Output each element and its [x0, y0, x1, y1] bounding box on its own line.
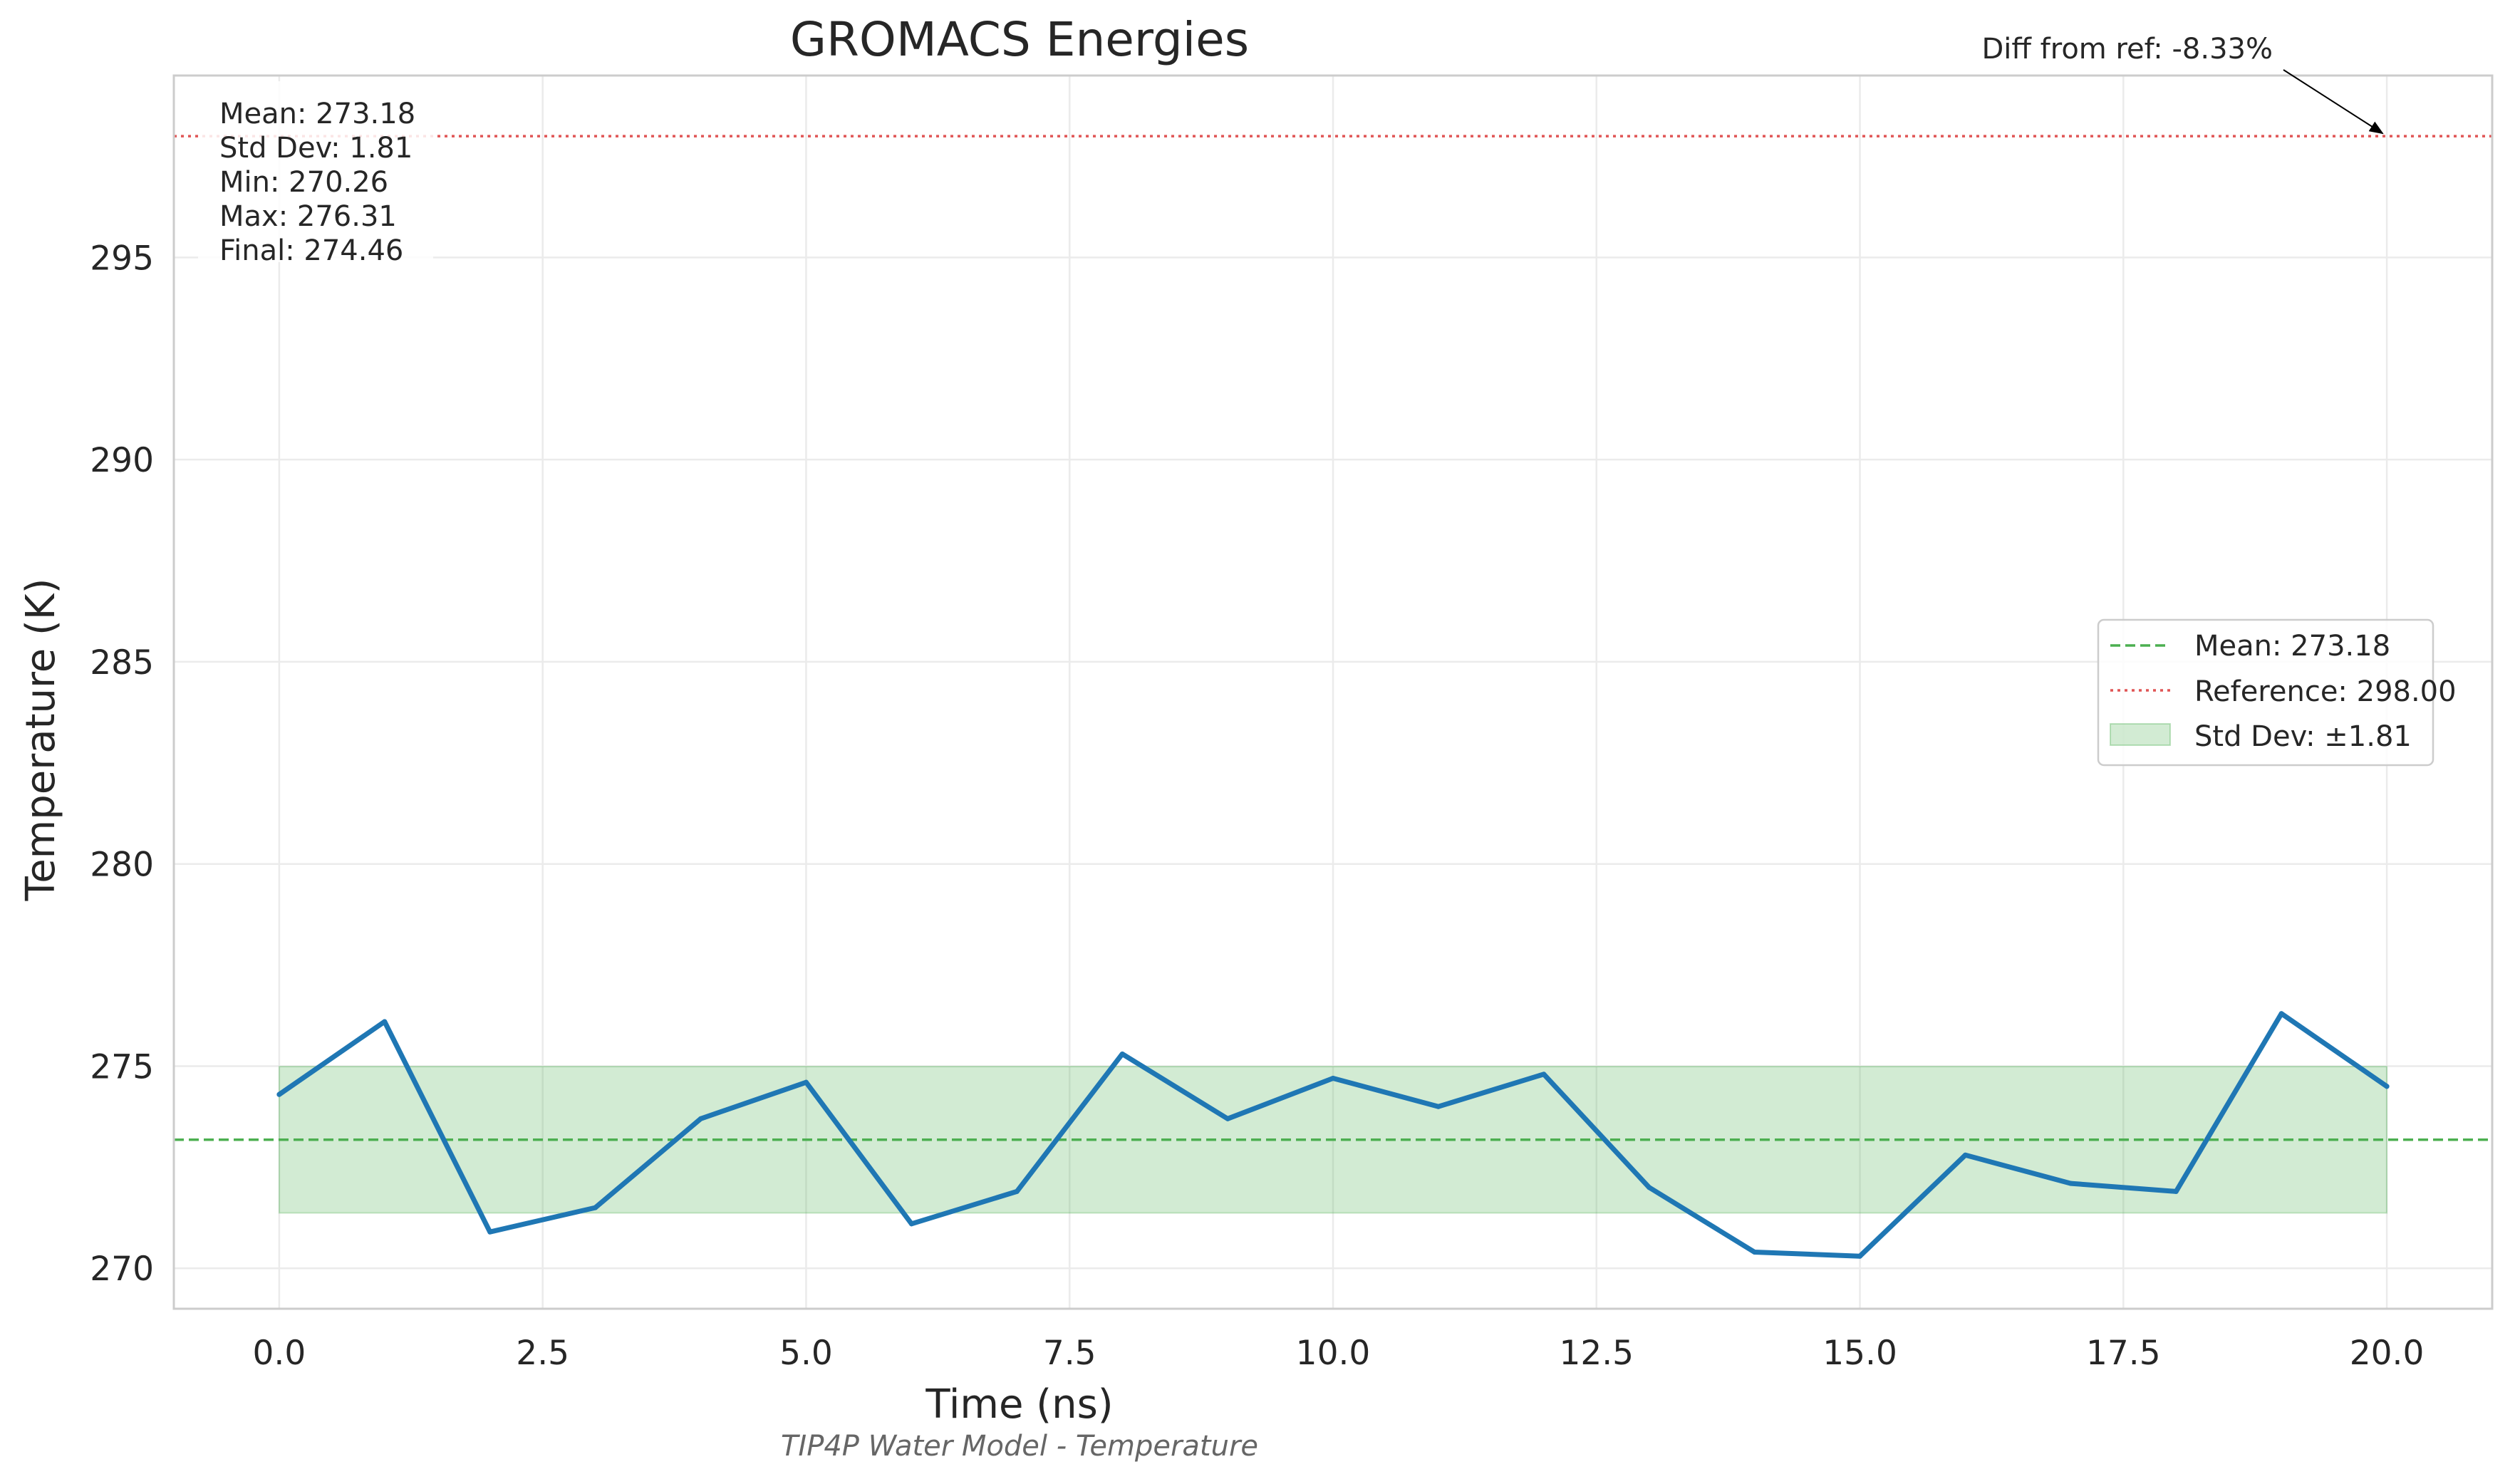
x-ticks: 0.0 2.5 5.0 7.5 10.0 12.5 15.0 17.5 20.0: [253, 1334, 2425, 1373]
y-tick-label: 270: [90, 1250, 154, 1289]
stats-line: Min: 270.26: [219, 166, 388, 199]
stats-box-background: [198, 81, 433, 262]
stats-line: Max: 276.31: [219, 200, 397, 233]
series-layer: [276, 1011, 2390, 1259]
data-point: [1647, 1185, 1652, 1190]
data-point: [1962, 1152, 1968, 1158]
data-point: [487, 1229, 493, 1235]
y-ticks: 270 275 280 285 290 295: [90, 239, 154, 1289]
legend-mean-label: Mean: 273.18: [2194, 630, 2390, 663]
data-point: [1330, 1076, 1336, 1081]
x-tick-label: 17.5: [2086, 1334, 2161, 1373]
data-point: [1541, 1072, 1547, 1077]
annotation-arrow: [2283, 69, 2384, 135]
y-tick-label: 280: [90, 846, 154, 885]
y-tick-label: 295: [90, 239, 154, 278]
annotation-text: Diff from ref: -8.33%: [1981, 33, 2273, 66]
legend-frame: [2097, 618, 2434, 767]
x-tick-label: 10.0: [1296, 1334, 1371, 1373]
x-tick-label: 12.5: [1559, 1334, 1634, 1373]
stats-line: Std Dev: 1.81: [219, 132, 413, 165]
y-tick-label: 285: [90, 643, 154, 683]
data-point: [1014, 1188, 1020, 1194]
data-point: [698, 1116, 704, 1121]
legend: Mean: 273.18 Reference: 298.00 Std Dev: …: [2097, 618, 2457, 767]
x-tick-label: 15.0: [1822, 1334, 1897, 1373]
data-point: [803, 1079, 809, 1085]
x-tick-label: 2.5: [516, 1334, 569, 1373]
legend-std-swatch: [2110, 723, 2171, 746]
data-point: [382, 1019, 388, 1024]
data-point: [1752, 1250, 1758, 1255]
data-point: [2384, 1084, 2390, 1089]
chart-title: GROMACS Energies: [790, 12, 1249, 67]
x-tick-label: 0.0: [253, 1334, 306, 1373]
y-tick-label: 290: [90, 441, 154, 480]
legend-reference-label: Reference: 298.00: [2194, 675, 2457, 708]
data-point: [593, 1205, 598, 1210]
data-point: [908, 1221, 914, 1227]
data-point: [2278, 1011, 2284, 1017]
x-axis-label: Time (ns): [925, 1381, 1113, 1428]
legend-std-label: Std Dev: ±1.81: [2194, 720, 2412, 753]
annotation: Diff from ref: -8.33%: [1981, 33, 2384, 135]
data-point: [1857, 1253, 1863, 1259]
y-tick-label: 275: [90, 1047, 154, 1086]
data-point: [2173, 1188, 2179, 1194]
data-point: [1119, 1051, 1125, 1057]
x-tick-label: 7.5: [1043, 1334, 1096, 1373]
stats-line: Mean: 273.18: [219, 98, 415, 130]
data-point: [1225, 1116, 1230, 1121]
plot-frame: [172, 74, 2494, 1310]
data-point: [2068, 1181, 2073, 1186]
x-tick-label: 5.0: [779, 1334, 833, 1373]
y-axis-label: Temperature (K): [18, 578, 64, 902]
data-point: [1436, 1104, 1441, 1109]
stats-line: Final: 274.46: [219, 234, 403, 267]
chart-subtitle: TIP4P Water Model - Temperature: [781, 1430, 1258, 1463]
x-tick-label: 20.0: [2350, 1334, 2425, 1373]
data-point: [276, 1091, 282, 1097]
